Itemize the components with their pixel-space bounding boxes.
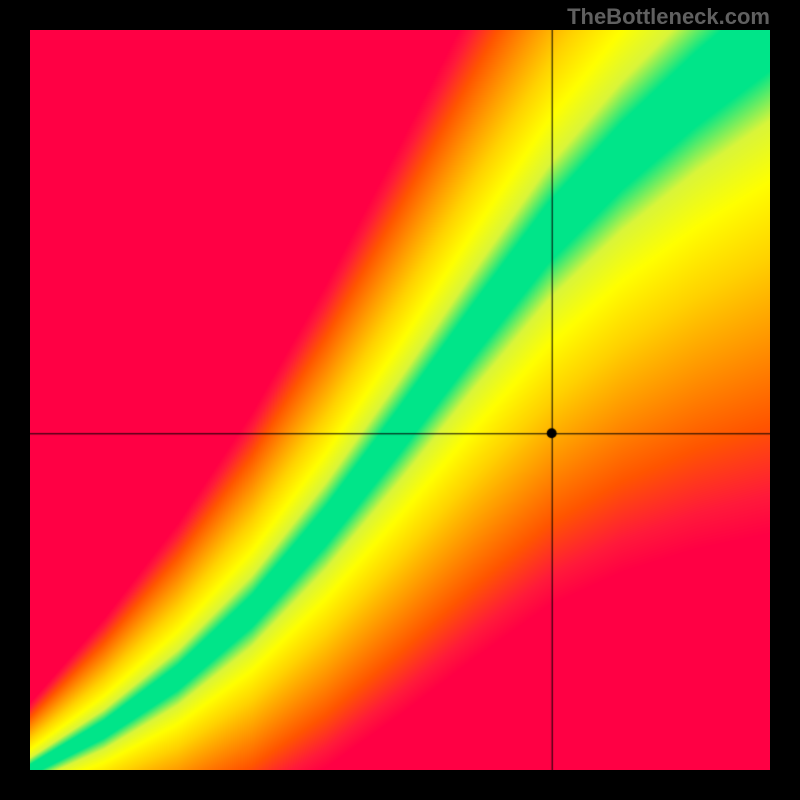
chart-container: TheBottleneck.com bbox=[0, 0, 800, 800]
watermark-text: TheBottleneck.com bbox=[567, 4, 770, 30]
bottleneck-heatmap bbox=[30, 30, 770, 770]
